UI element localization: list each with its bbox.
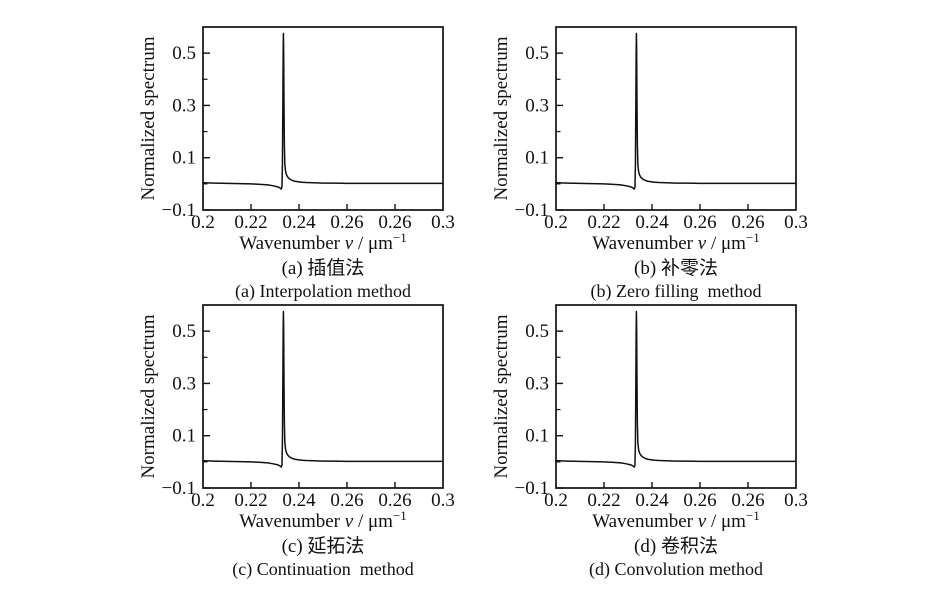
- panel-a: 0.2 0.22 0.24 0.26 0.26 0.3 −0.1 0.1 0.3 0.5 Norma…: [130, 8, 460, 303]
- x-tick-label: 0.2: [191, 490, 215, 511]
- y-tick-label: 0.1: [525, 148, 549, 169]
- x-tick-label: 0.26: [330, 490, 363, 511]
- y-tick-label: 0.1: [172, 148, 196, 169]
- y-tick-label: −0.1: [162, 200, 196, 221]
- y-tick-label: −0.1: [515, 200, 549, 221]
- x-tick-label: 0.26: [683, 212, 716, 233]
- y-tick-label: 0.5: [525, 43, 549, 64]
- y-axis-title: Normalized spectrum: [491, 36, 512, 200]
- x-tick-label: 0.24: [635, 490, 669, 511]
- spectrum-plot-b: 0.2 0.22 0.24 0.26 0.26 0.3 −0.1 0.1 0.3 0.5 Norma…: [491, 26, 808, 254]
- x-axis-title: Wavenumber v / μm−1: [239, 508, 407, 532]
- caption-zh-a: (a) 插值法: [281, 258, 365, 279]
- y-tick-label: 0.3: [172, 373, 196, 394]
- x-tick-label: 0.24: [282, 212, 316, 233]
- x-tick-label: 0.3: [431, 212, 455, 233]
- y-axis-title: Normalized spectrum: [138, 314, 159, 478]
- x-tick-label: 0.22: [587, 212, 620, 233]
- x-tick-label: 0.2: [544, 212, 568, 233]
- y-tick-label: 0.3: [525, 95, 549, 116]
- x-tick-label: 0.22: [234, 212, 267, 233]
- caption-en-c: (c) Continuation method: [232, 559, 414, 579]
- spectrum-plot-c: 0.2 0.22 0.24 0.26 0.26 0.3 −0.1 0.1 0.3 0.5 Norma…: [138, 304, 455, 532]
- spectrum-curve: [555, 310, 797, 468]
- x-tick-label: 0.26: [731, 212, 764, 233]
- y-tick-label: 0.1: [525, 426, 549, 447]
- spectrum-curve: [202, 310, 444, 468]
- x-tick-label: 0.2: [544, 490, 568, 511]
- caption-en-a: (a) Interpolation method: [235, 281, 411, 301]
- caption-en-d: (d) Convolution method: [589, 559, 763, 579]
- y-tick-label: 0.5: [172, 321, 196, 342]
- x-axis-title: Wavenumber v / μm−1: [592, 230, 760, 254]
- y-tick-label: 0.3: [525, 373, 549, 394]
- x-tick-label: 0.3: [784, 490, 808, 511]
- y-tick-label: 0.5: [172, 43, 196, 64]
- caption-en-b: (b) Zero filling method: [590, 281, 762, 301]
- y-tick-label: 0.1: [172, 426, 196, 447]
- x-tick-label: 0.26: [731, 490, 764, 511]
- x-axis-title: Wavenumber v / μm−1: [239, 230, 407, 254]
- caption-zh-c: (c) 延拓法: [281, 536, 365, 557]
- plot-frame: [555, 304, 797, 489]
- x-tick-label: 0.3: [431, 490, 455, 511]
- y-axis-title: Normalized spectrum: [138, 36, 159, 200]
- caption-c: (c) 延拓法 (c) Continuation method: [203, 535, 443, 581]
- spectrum-curve: [555, 32, 797, 190]
- x-tick-label: 0.26: [330, 212, 363, 233]
- x-tick-label: 0.22: [587, 490, 620, 511]
- x-tick-label: 0.3: [784, 212, 808, 233]
- x-tick-label: 0.2: [191, 212, 215, 233]
- x-tick-label: 0.26: [378, 490, 411, 511]
- spectrum-plot-a: 0.2 0.22 0.24 0.26 0.26 0.3 −0.1 0.1 0.3 0.5 Norma…: [138, 26, 455, 254]
- plot-frame: [202, 304, 444, 489]
- y-tick-label: −0.1: [515, 478, 549, 499]
- caption-zh-d: (d) 卷积法: [634, 536, 718, 557]
- caption-d: (d) 卷积法 (d) Convolution method: [556, 535, 796, 581]
- y-tick-label: 0.3: [172, 95, 196, 116]
- caption-a: (a) 插值法 (a) Interpolation method: [203, 257, 443, 303]
- plot-frame: [202, 26, 444, 211]
- panel-b: 0.2 0.22 0.24 0.26 0.26 0.3 −0.1 0.1 0.3 0.5 Norma…: [483, 8, 813, 303]
- spectrum-plot-d: 0.2 0.22 0.24 0.26 0.26 0.3 −0.1 0.1 0.3 0.5 Norma…: [491, 304, 808, 532]
- panel-c: 0.2 0.22 0.24 0.26 0.26 0.3 −0.1 0.1 0.3 0.5 Norma…: [130, 286, 460, 581]
- x-tick-label: 0.22: [234, 490, 267, 511]
- x-axis-title: Wavenumber v / μm−1: [592, 508, 760, 532]
- caption-zh-b: (b) 补零法: [634, 258, 718, 279]
- x-tick-label: 0.26: [683, 490, 716, 511]
- x-tick-label: 0.26: [378, 212, 411, 233]
- spectrum-curve: [202, 32, 444, 190]
- y-tick-label: 0.5: [525, 321, 549, 342]
- y-tick-label: −0.1: [162, 478, 196, 499]
- panel-d: 0.2 0.22 0.24 0.26 0.26 0.3 −0.1 0.1 0.3 0.5 Norma…: [483, 286, 813, 581]
- plot-frame: [555, 26, 797, 211]
- x-tick-label: 0.24: [282, 490, 316, 511]
- x-tick-label: 0.24: [635, 212, 669, 233]
- caption-b: (b) 补零法 (b) Zero filling method: [556, 257, 796, 303]
- y-axis-title: Normalized spectrum: [491, 314, 512, 478]
